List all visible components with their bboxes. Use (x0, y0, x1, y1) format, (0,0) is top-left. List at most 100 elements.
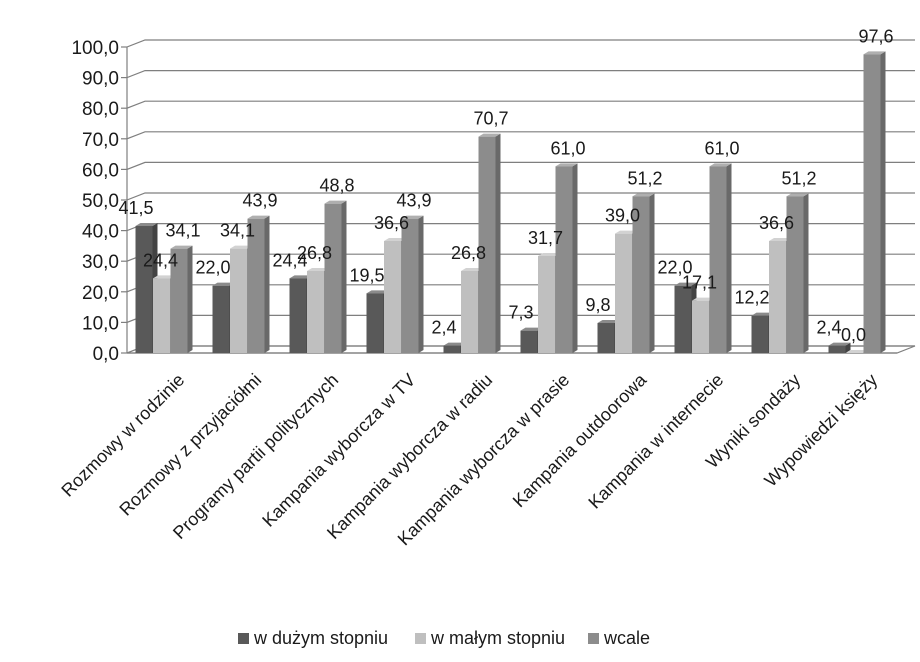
bar-side (265, 216, 270, 353)
bar-front (829, 346, 846, 353)
bar-3 (556, 163, 578, 353)
bar-front (290, 278, 307, 353)
bar-3 (864, 51, 886, 353)
y-tick-label: 30,0 (82, 252, 119, 273)
data-label: 2,4 (431, 318, 456, 338)
bar-3 (402, 216, 424, 353)
bar-front (402, 219, 419, 353)
category-label: Kampania wyborcza w TV (258, 370, 419, 531)
legend-item: w dużym stopniu (238, 628, 388, 648)
y-axis-ticks: 0,010,020,030,040,050,060,070,080,090,01… (71, 38, 119, 365)
y-tick-label: 0,0 (93, 344, 119, 365)
bar-side (188, 246, 193, 353)
data-label: 24,4 (143, 250, 178, 270)
bar-front (864, 54, 881, 353)
data-label: 39,0 (605, 206, 640, 226)
y-tick-label: 20,0 (82, 283, 119, 304)
bar-3 (325, 201, 347, 353)
bar-front (521, 331, 538, 353)
bar-front (615, 234, 632, 353)
gridline (127, 132, 915, 139)
legend: w dużym stopniu w małym stopniu wcale (238, 628, 650, 648)
bar-front (213, 286, 230, 353)
y-tick-label: 100,0 (71, 38, 119, 59)
data-label: 12,2 (734, 288, 769, 308)
bar-front (153, 278, 170, 353)
y-tick-label: 50,0 (82, 191, 119, 212)
bar-front (325, 204, 342, 353)
bar-side (727, 163, 732, 353)
category-label: Kampania outdoorowa (509, 369, 651, 511)
y-tick-label: 10,0 (82, 313, 119, 334)
bar-3 (710, 163, 732, 353)
legend-label: wcale (603, 628, 650, 648)
gridline (127, 101, 915, 108)
bar-front (598, 323, 615, 353)
legend-swatch (238, 633, 249, 644)
data-label: 41,5 (118, 198, 153, 218)
bar-front (384, 241, 401, 353)
data-label: 26,8 (451, 243, 486, 263)
data-label: 43,9 (242, 191, 277, 211)
category-label: Kampania w internecie (584, 370, 727, 513)
legend-label: w małym stopniu (430, 628, 565, 648)
bar-front (136, 226, 153, 353)
bar-front (307, 271, 324, 353)
bar-front (367, 293, 384, 353)
category-label: Rozmowy z przyjaciółmi (115, 370, 265, 520)
bar-front (675, 286, 692, 353)
bar-side (342, 201, 347, 353)
data-label: 51,2 (627, 168, 662, 188)
bar-side (573, 163, 578, 353)
data-label: 97,6 (858, 26, 893, 46)
bar-front (710, 166, 727, 353)
bar-side (496, 134, 501, 353)
bar-front (769, 241, 786, 353)
data-label: 22,0 (195, 258, 230, 278)
data-label: 2,4 (816, 318, 841, 338)
data-label: 36,6 (374, 213, 409, 233)
data-label: 48,8 (319, 176, 354, 196)
data-label: 36,6 (759, 213, 794, 233)
bar-front (444, 346, 461, 353)
bar-side (881, 51, 886, 353)
data-label: 19,5 (349, 265, 384, 285)
category-label: Rozmowy w rodzinie (57, 370, 188, 501)
legend-item: w małym stopniu (415, 628, 565, 648)
data-label: 51,2 (781, 168, 816, 188)
data-label: 61,0 (550, 138, 585, 158)
bar-front (752, 316, 769, 353)
category-label: Programy partii politycznych (169, 370, 342, 543)
y-tick-label: 60,0 (82, 160, 119, 181)
legend-swatch (588, 633, 599, 644)
data-label: 17,1 (682, 273, 717, 293)
data-label: 0,0 (841, 325, 866, 345)
bar-front (461, 271, 478, 353)
y-tick-label: 90,0 (82, 69, 119, 90)
bar-side (419, 216, 424, 353)
data-label: 34,1 (220, 221, 255, 241)
y-tick-label: 80,0 (82, 99, 119, 120)
data-label: 26,8 (297, 243, 332, 263)
data-label: 34,1 (165, 221, 200, 241)
bar-side (650, 193, 655, 353)
data-label: 61,0 (704, 138, 739, 158)
data-label: 7,3 (508, 303, 533, 323)
category-label: Kampania wyborcza w radiu (323, 370, 496, 543)
bar-front (556, 166, 573, 353)
data-label: 31,7 (528, 228, 563, 248)
y-tick-label: 70,0 (82, 130, 119, 151)
data-label: 9,8 (585, 295, 610, 315)
bar-side (804, 193, 809, 353)
data-label: 43,9 (396, 191, 431, 211)
legend-item: wcale (588, 628, 650, 648)
data-label: 70,7 (473, 109, 508, 129)
legend-swatch (415, 633, 426, 644)
legend-label: w dużym stopniu (253, 628, 388, 648)
bar-front (692, 301, 709, 353)
bar-front (538, 256, 555, 353)
gridline (127, 40, 915, 47)
gridline (127, 71, 915, 78)
